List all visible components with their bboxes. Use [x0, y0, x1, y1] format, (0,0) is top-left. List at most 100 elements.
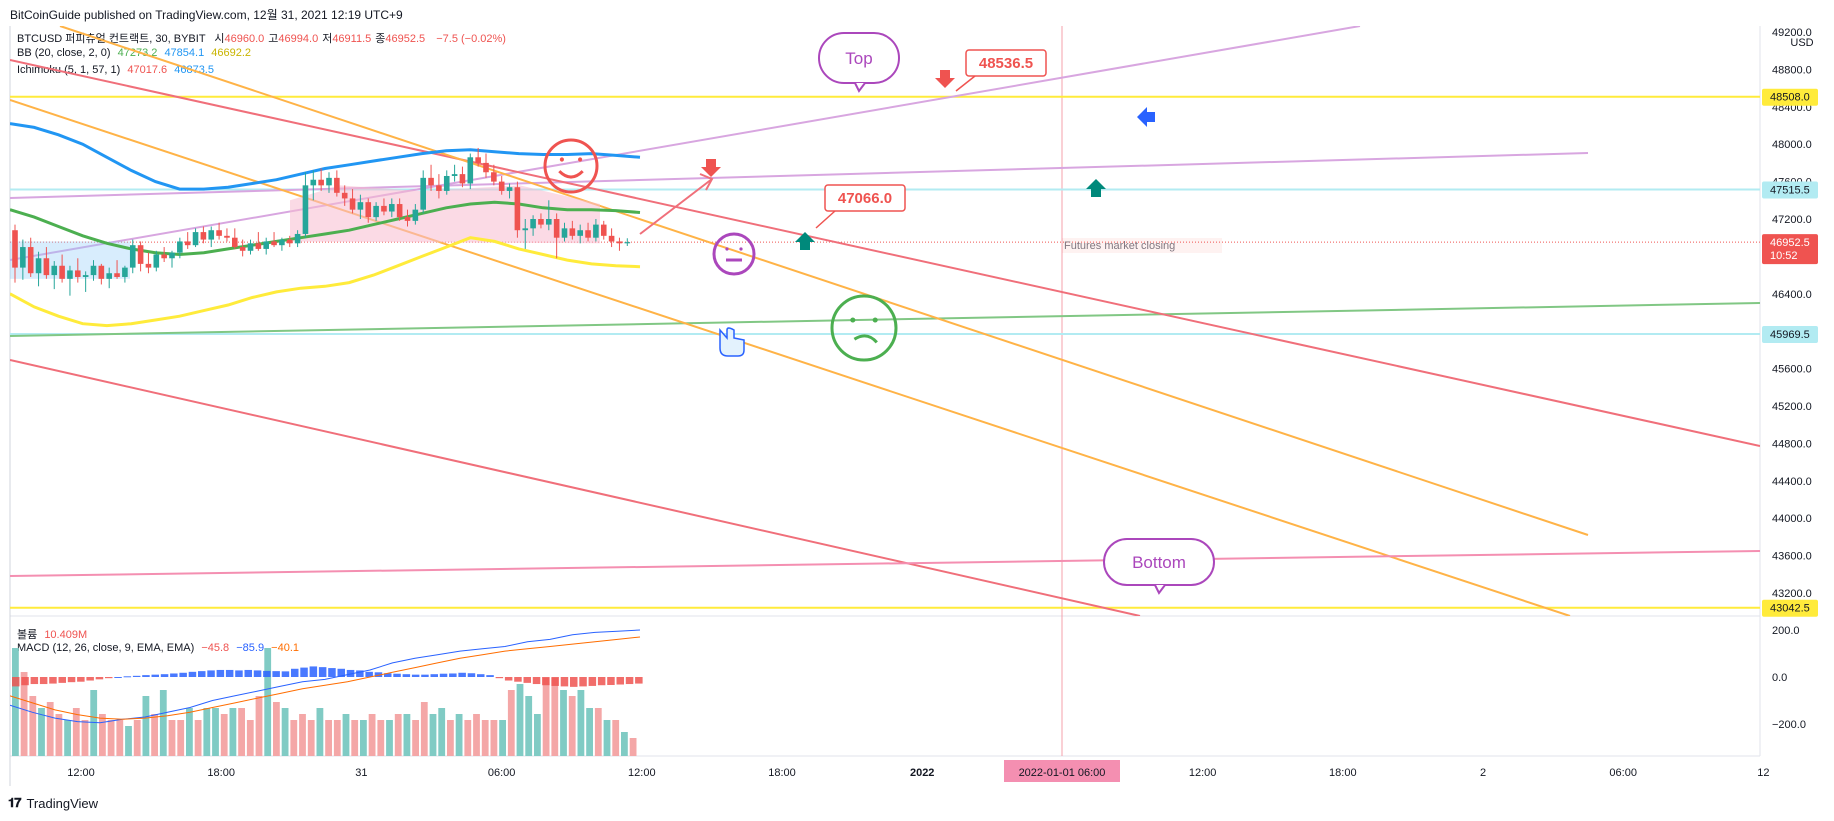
volume-bar [159, 690, 167, 756]
macd-histogram-bar [253, 670, 262, 677]
smiley-face-icon [543, 138, 599, 194]
volume-bar [255, 696, 263, 756]
trend-line[interactable] [10, 550, 1760, 577]
arrow-shape [935, 70, 955, 88]
candle-body [365, 202, 372, 218]
legend-macd-hist: −40.1 [271, 642, 299, 654]
price-axis-tick: 44000.0 [1772, 513, 1812, 525]
price-axis-tick: 48000.0 [1772, 139, 1812, 151]
candle-body [396, 204, 403, 218]
price-axis-label: 47515.5 [1762, 181, 1818, 199]
legend-symbol: BTCUSD 퍼피츄얼 컨트랙트, 30, BYBIT [17, 33, 206, 45]
macd-histogram-bar [198, 671, 206, 677]
candle-body [530, 219, 536, 229]
time-axis-tick: 12:00 [67, 767, 95, 779]
callout-top[interactable]: Top [818, 32, 900, 93]
price-axis-label-bg [1762, 599, 1818, 617]
price-note-text: 47066.0 [838, 190, 892, 207]
candle-body [420, 177, 426, 210]
price-note-47066[interactable]: 47066.0 [824, 184, 906, 212]
price-chart[interactable]: Top Bottom 48536.5 47066.0 Futures market cl… [0, 0, 1834, 790]
volume-bar [507, 690, 515, 756]
volume-bar [420, 702, 428, 756]
legend-ohlc-value: 46911.5 [332, 33, 372, 45]
candle-body [294, 233, 301, 244]
macd-histogram-bar [495, 677, 504, 679]
volume-bar [72, 708, 80, 756]
macd-histogram-bar [430, 674, 438, 677]
candle-body [546, 219, 552, 225]
candle-body [216, 230, 222, 236]
price-note-48536[interactable]: 48536.5 [965, 49, 1047, 77]
time-axis-tick: 31 [355, 767, 367, 779]
face-outline [543, 138, 599, 194]
legend-change: −7.5 (−0.02%) [436, 33, 506, 45]
macd-histogram-bar [105, 677, 113, 679]
volume-bar [90, 690, 98, 756]
bb-lower-line [10, 236, 641, 328]
legend-volume-label: 볼륨 [17, 629, 38, 641]
candle-body [224, 235, 230, 238]
candle-body [381, 205, 387, 212]
trend-line[interactable] [10, 99, 1571, 616]
trend-line[interactable] [10, 359, 1141, 616]
volume-bar [64, 720, 71, 756]
candle-body [75, 270, 81, 277]
candle-body [200, 232, 207, 240]
trend-line[interactable] [10, 302, 1760, 337]
candle-body [129, 245, 136, 268]
volume-bar [168, 720, 176, 756]
candle-body [27, 247, 34, 274]
macd-histogram-bar [207, 670, 215, 677]
volume-bar [220, 714, 228, 756]
price-axis-label: 45969.5 [1762, 326, 1818, 344]
trend-line[interactable] [10, 59, 1760, 447]
bb-upper-line [10, 122, 641, 191]
macd-histogram-bar [216, 669, 225, 677]
candle-body [208, 230, 215, 240]
price-axis-label: 46952.510:52 [1762, 234, 1818, 265]
macd-histogram-bar [570, 677, 578, 687]
legend-volume-value: 10.409M [44, 629, 88, 641]
hand-shape [719, 327, 745, 357]
volume-bar [386, 720, 393, 756]
volume-bar [316, 708, 324, 756]
trend-line[interactable] [10, 26, 1361, 261]
legend-bb-lower: 46692.2 [211, 47, 252, 59]
macd-histogram-bar [170, 673, 178, 677]
macd-histogram-bar [114, 677, 122, 678]
candle-body [271, 241, 277, 246]
trend-line[interactable] [59, 26, 1589, 536]
callout-bottom[interactable]: Bottom [1103, 538, 1215, 595]
volume-bar [273, 702, 280, 756]
legend-bb-upper: 47854.1 [164, 47, 205, 59]
volume-bar [560, 690, 567, 756]
macd-histogram-bar [384, 673, 392, 677]
macd-histogram-bar [123, 676, 132, 678]
macd-histogram-bar [402, 674, 411, 677]
price-axis-label-text: 45969.5 [1770, 329, 1810, 341]
volume-bar [403, 714, 411, 756]
price-axis-label-bg [1762, 234, 1818, 265]
candle-body [279, 239, 285, 246]
volume-bar [429, 714, 437, 756]
macd-histogram-bar [607, 677, 615, 685]
candle-body [318, 179, 324, 186]
legend-ohlc-key: 저 [322, 33, 333, 45]
macd-histogram-bar [235, 670, 243, 677]
trend-line[interactable] [10, 152, 1589, 199]
time-axis-tick: 18:00 [1329, 767, 1357, 779]
volume-bar [534, 714, 541, 756]
volume-bar [490, 720, 498, 756]
price-axis-label-countdown: 10:52 [1770, 250, 1798, 262]
time-axis-highlight: 2022-01-01 06:00 [1004, 760, 1120, 782]
volume-bar [81, 720, 89, 756]
legend-ohlc-key: 종 [375, 33, 386, 45]
candle-body [177, 241, 183, 253]
candle-body [608, 235, 615, 242]
candle-body [498, 181, 505, 191]
candle-body [192, 232, 199, 246]
footer-brand[interactable]: 𝟏𝟕 TradingView [8, 795, 98, 811]
volume-bar [229, 708, 237, 756]
macd-histogram-bar [39, 677, 48, 685]
